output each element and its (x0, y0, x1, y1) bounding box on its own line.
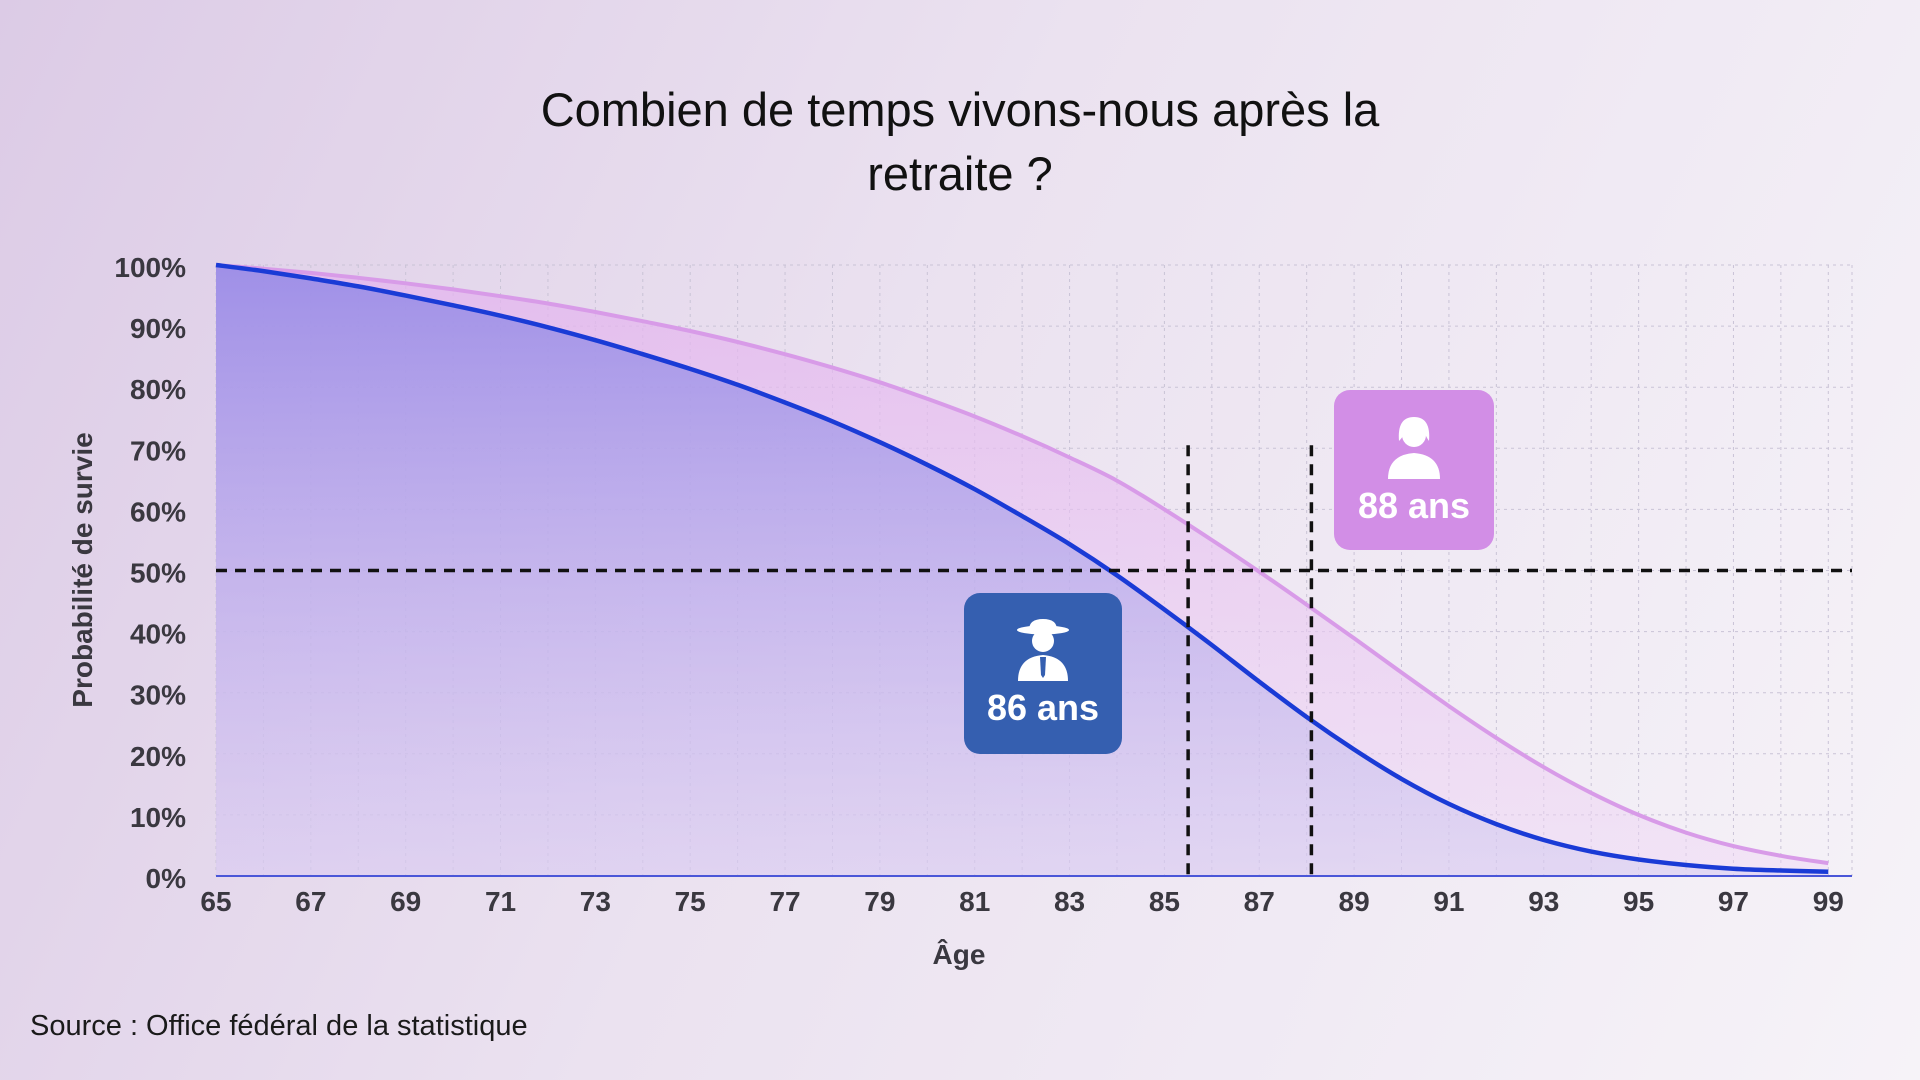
x-tick-label: 75 (675, 886, 706, 917)
x-tick-label: 73 (580, 886, 611, 917)
y-tick-label: 20% (130, 741, 186, 772)
x-axis-title: Âge (933, 939, 986, 970)
male-median-label: 86 ans (986, 686, 1100, 728)
woman-icon (1388, 417, 1440, 479)
y-tick-label: 80% (130, 374, 186, 405)
y-tick-label: 100% (114, 252, 186, 283)
x-tick-label: 95 (1623, 886, 1654, 917)
y-tick-label: 70% (130, 435, 186, 466)
female-survival-line (215, 263, 1829, 866)
y-tick-label: 0% (146, 863, 187, 894)
x-tick-label: 99 (1813, 886, 1844, 917)
x-tick-label: 69 (390, 886, 421, 917)
female-median-callout: 88 ans (1334, 390, 1494, 550)
title-line-2: retraite ? (867, 147, 1053, 200)
x-tick-label: 83 (1054, 886, 1085, 917)
y-tick-labels: 0% 10% 20% 30% 40% 50% 60% 70% 80% 90% 100% (114, 252, 186, 894)
reference-lines (216, 445, 1852, 876)
female-median-label: 88 ans (1357, 485, 1471, 526)
x-tick-label: 79 (864, 886, 895, 917)
y-tick-label: 30% (130, 680, 186, 711)
x-tick-label: 97 (1718, 886, 1749, 917)
x-tick-label: 85 (1149, 886, 1180, 917)
male-survival-line (215, 262, 1829, 874)
x-tick-label: 65 (200, 886, 231, 917)
x-tick-label: 77 (769, 886, 800, 917)
man-with-hat-icon (1017, 618, 1069, 681)
x-tick-label: 81 (959, 886, 990, 917)
y-tick-label: 50% (130, 558, 186, 589)
male-median-callout: 86 ans (964, 593, 1122, 754)
y-axis-title: Probabilité de survie (67, 432, 98, 707)
x-tick-label: 91 (1433, 886, 1464, 917)
x-tick-labels: 65 67 69 71 73 75 77 79 81 83 85 87 89 91 93 95 97 99 (200, 886, 1843, 917)
y-tick-label: 40% (130, 619, 186, 650)
x-tick-label: 87 (1244, 886, 1275, 917)
y-tick-label: 60% (130, 496, 186, 527)
chart-title: Combien de temps vivons-nous après la re… (380, 78, 1540, 206)
x-tick-label: 93 (1528, 886, 1559, 917)
y-tick-label: 90% (130, 313, 186, 344)
x-tick-label: 67 (295, 886, 326, 917)
x-tick-label: 71 (485, 886, 516, 917)
title-line-1: Combien de temps vivons-nous après la (540, 83, 1380, 136)
source-note: Source : Office fédéral de la statistiqu… (30, 1010, 528, 1042)
x-tick-label: 89 (1339, 886, 1370, 917)
y-tick-label: 10% (130, 802, 186, 833)
